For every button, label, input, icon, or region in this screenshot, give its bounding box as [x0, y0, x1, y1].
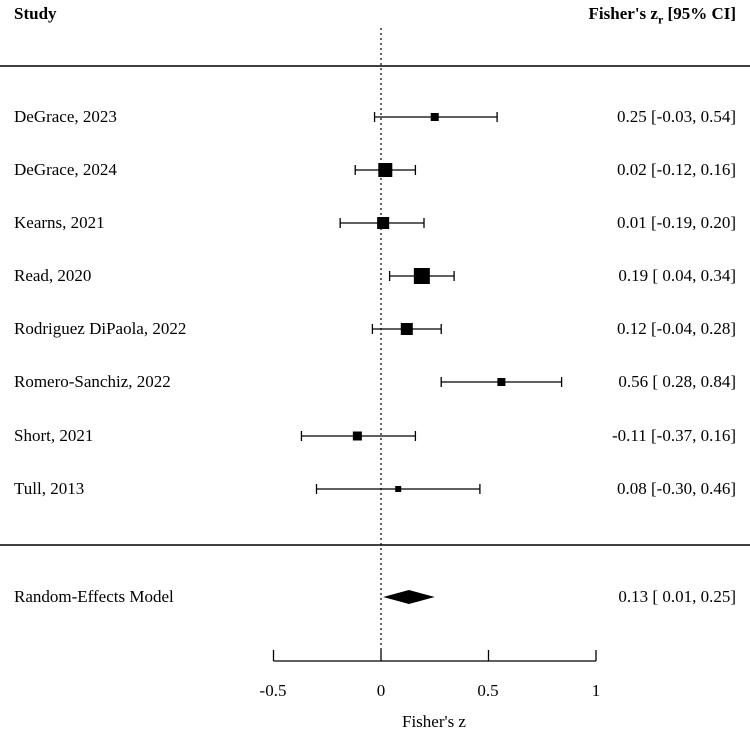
effect-header-subscript: r	[657, 12, 664, 27]
summary-diamond	[383, 590, 435, 604]
study-column-header: Study	[14, 4, 57, 23]
ci-label: 0.25 [-0.03, 0.54]	[617, 107, 736, 126]
ci-label: 0.19 [ 0.04, 0.34]	[618, 266, 736, 285]
study-label: Romero-Sanchiz, 2022	[14, 372, 171, 391]
study-label: Tull, 2013	[14, 479, 85, 498]
ci-label: 0.01 [-0.19, 0.20]	[617, 213, 736, 232]
study-label: Rodriguez DiPaola, 2022	[14, 319, 187, 338]
study-label: Kearns, 2021	[14, 213, 105, 232]
summary-label: Random-Effects Model	[14, 587, 174, 606]
study-point	[413, 268, 430, 284]
study-point	[377, 217, 390, 229]
effect-header-main: Fisher's z	[588, 4, 658, 23]
study-label: Short, 2021	[14, 426, 94, 445]
x-tick-label: 0	[376, 681, 386, 700]
ci-label: 0.02 [-0.12, 0.16]	[617, 160, 736, 179]
study-point	[378, 163, 393, 177]
x-tick-label: 1	[591, 681, 601, 700]
study-point	[430, 113, 439, 121]
effect-header-tail: [95% CI]	[663, 4, 736, 23]
study-label: DeGrace, 2023	[14, 107, 117, 126]
study-label: Read, 2020	[14, 266, 92, 285]
x-tick-label: 0.5	[477, 681, 499, 700]
study-point	[395, 486, 402, 492]
ci-label: 0.08 [-0.30, 0.46]	[617, 479, 736, 498]
study-point	[352, 431, 362, 441]
x-tick-label: -0.5	[259, 681, 287, 700]
summary-ci-label: 0.13 [ 0.01, 0.25]	[618, 587, 736, 606]
ci-label: 0.56 [ 0.28, 0.84]	[618, 372, 736, 391]
study-label: DeGrace, 2024	[14, 160, 117, 179]
study-point	[497, 378, 506, 386]
ci-label: -0.11 [-0.37, 0.16]	[611, 426, 736, 445]
study-point	[400, 323, 413, 335]
x-axis-title: Fisher's z	[402, 712, 466, 731]
ci-label: 0.12 [-0.04, 0.28]	[617, 319, 736, 338]
effect-column-header: Fisher's zr [95% CI]	[589, 4, 736, 27]
